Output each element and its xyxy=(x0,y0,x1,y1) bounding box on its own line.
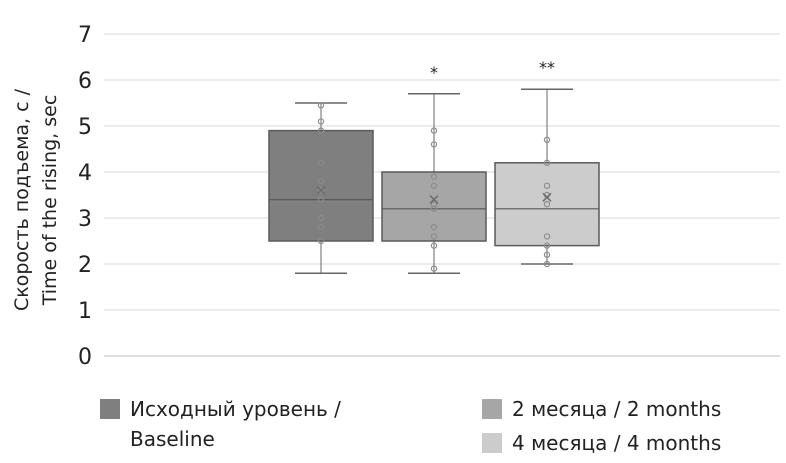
legend-item-4-months: 4 месяца / 4 months xyxy=(482,428,721,458)
significance-marker: * xyxy=(430,63,438,82)
data-point xyxy=(543,200,551,208)
data-point xyxy=(430,205,438,212)
data-point xyxy=(317,214,325,222)
data-point xyxy=(543,182,551,189)
box-series-3: ** xyxy=(494,58,600,268)
y-axis-label-line1: Скорость подъема, с / xyxy=(11,88,33,311)
data-point xyxy=(317,177,325,185)
data-point xyxy=(317,223,325,231)
mean-marker xyxy=(316,185,326,195)
legend-label-4-months: 4 месяца / 4 months xyxy=(512,431,722,455)
legend-label-2-months: 2 месяца / 2 months xyxy=(512,397,722,421)
legend-label-baseline-en: Baseline xyxy=(130,427,215,451)
data-point xyxy=(317,127,325,134)
mean-marker xyxy=(542,192,552,202)
data-point xyxy=(317,159,325,166)
y-axis-label-line2: Time of the rising, sec xyxy=(39,95,61,307)
legend-item-baseline: Исходный уровень / Baseline xyxy=(100,394,341,454)
data-point xyxy=(430,265,438,272)
box-series-2: * xyxy=(381,63,487,274)
legend-item-2-months: 2 месяца / 2 months xyxy=(482,394,721,424)
data-point xyxy=(543,136,551,143)
y-tick-label: 4 xyxy=(78,161,92,186)
legend-swatch-baseline xyxy=(100,399,120,419)
data-point xyxy=(317,102,325,109)
legend-label-baseline-ru: Исходный уровень / xyxy=(130,397,341,421)
data-point xyxy=(430,173,438,180)
iqr-box xyxy=(494,162,600,247)
data-point xyxy=(430,223,438,231)
y-tick-label: 7 xyxy=(78,23,92,48)
legend-swatch-4-months xyxy=(482,433,502,453)
y-tick-label: 5 xyxy=(78,115,92,140)
mean-marker xyxy=(429,195,439,205)
y-tick-label: 6 xyxy=(78,69,92,94)
data-point xyxy=(543,251,551,258)
iqr-box xyxy=(268,129,374,242)
box-series: * ** xyxy=(268,58,600,274)
data-point xyxy=(430,242,438,249)
data-point xyxy=(543,233,551,240)
data-point xyxy=(430,127,438,134)
data-point xyxy=(430,141,438,148)
box-series-1 xyxy=(268,102,374,274)
data-point xyxy=(430,182,438,189)
data-point xyxy=(543,159,551,166)
y-axis-ticks: 0 1 2 3 4 5 6 7 xyxy=(78,23,92,370)
y-tick-label: 0 xyxy=(78,345,92,370)
data-point xyxy=(430,233,438,240)
data-point xyxy=(317,118,325,125)
data-point xyxy=(317,187,325,194)
data-point xyxy=(317,196,325,203)
data-point xyxy=(317,237,325,245)
data-point xyxy=(543,260,551,268)
y-tick-label: 2 xyxy=(78,253,92,278)
significance-marker: ** xyxy=(539,58,555,77)
box-plot-chart: 0 1 2 3 4 5 6 7 Скорость подъема, с / Time of t… xyxy=(11,23,780,370)
y-tick-label: 1 xyxy=(78,299,92,324)
data-point xyxy=(543,242,551,249)
legend-swatch-2-months xyxy=(482,399,502,419)
y-tick-label: 3 xyxy=(78,207,92,232)
